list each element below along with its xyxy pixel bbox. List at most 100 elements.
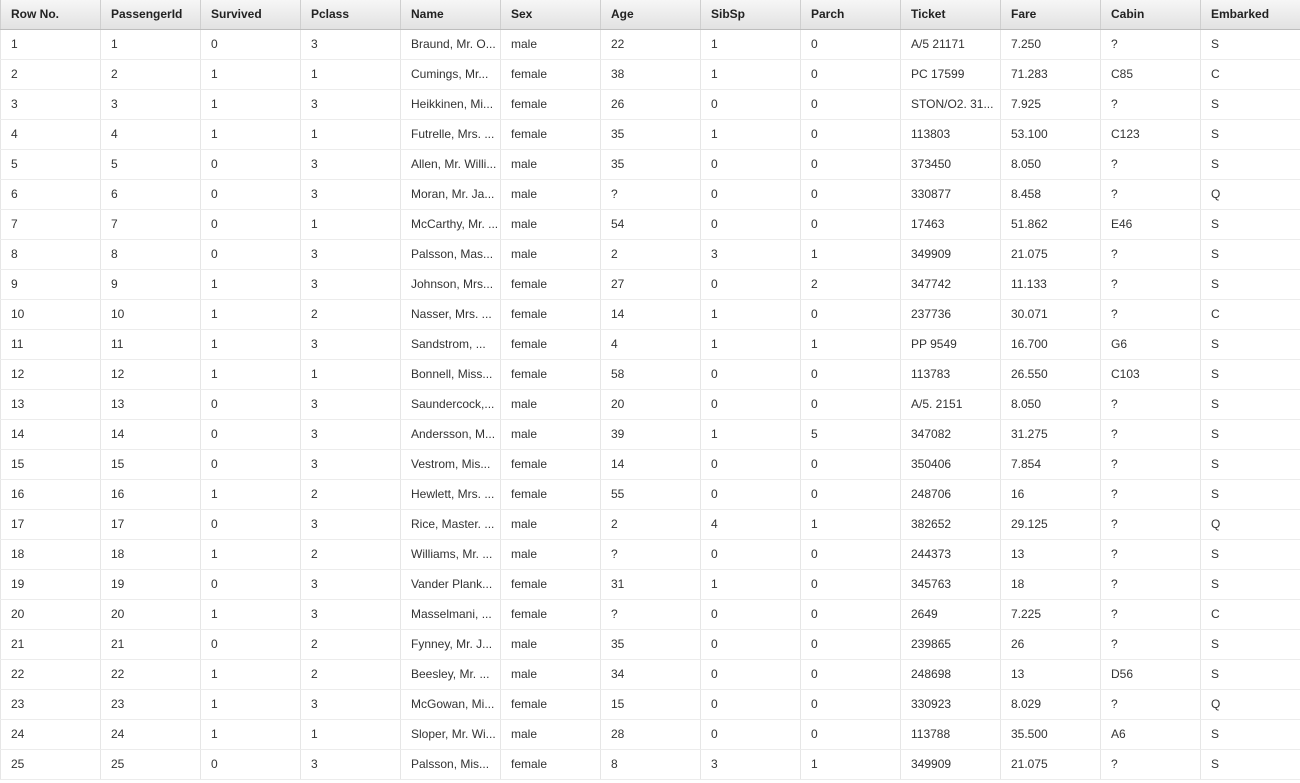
cell-passengerid: 14 <box>100 419 201 450</box>
column-header-passengerid[interactable]: PassengerId <box>100 0 201 30</box>
column-header-parch[interactable]: Parch <box>800 0 901 30</box>
cell-row-no: 6 <box>0 179 101 210</box>
cell-embarked: S <box>1200 419 1300 450</box>
cell-sibsp: 1 <box>700 29 801 60</box>
cell-passengerid: 2 <box>100 59 201 90</box>
column-header-embarked[interactable]: Embarked <box>1200 0 1300 30</box>
cell-survived: 1 <box>200 359 301 390</box>
cell-passengerid: 12 <box>100 359 201 390</box>
cell-row-no: 10 <box>0 299 101 330</box>
cell-sibsp: 1 <box>700 329 801 360</box>
cell-parch: 0 <box>800 629 901 660</box>
cell-pclass: 3 <box>300 419 401 450</box>
table-row[interactable]: 17 17 0 3 Rice, Master. ... male 2 4 1 382652 29.1… <box>0 509 1300 540</box>
table-row[interactable]: 14 14 0 3 Andersson, M... male 39 1 5 347082 31.27… <box>0 419 1300 450</box>
table-row[interactable]: 4 4 1 1 Futrelle, Mrs. ... female 35 1 0 113803 53… <box>0 119 1300 150</box>
table-row[interactable]: 8 8 0 3 Palsson, Mas... male 2 3 1 349909 21.075? S <box>0 239 1300 270</box>
cell-parch: 0 <box>800 719 901 750</box>
column-header-sibsp[interactable]: SibSp <box>700 0 801 30</box>
cell-cabin: G6 <box>1100 329 1201 360</box>
cell-sex: female <box>500 479 601 510</box>
cell-name: Hewlett, Mrs. ... <box>400 479 501 510</box>
table-row[interactable]: 5 5 0 3 Allen, Mr. Willi... male 35 0 0 373450 8.0… <box>0 149 1300 180</box>
table-row[interactable]: 12 12 1 1 Bonnell, Miss... female 58 0 0 113783 26… <box>0 359 1300 390</box>
cell-sex: female <box>500 89 601 120</box>
cell-sex: female <box>500 359 601 390</box>
column-header-row-no[interactable]: Row No. <box>0 0 101 30</box>
cell-age: 26 <box>600 89 701 120</box>
cell-fare: 8.050 <box>1000 389 1101 420</box>
table-row[interactable]: 22 22 1 2 Beesley, Mr. ... male 34 0 0 248698 13 D5… <box>0 659 1300 690</box>
table-row[interactable]: 24 24 1 1 Sloper, Mr. Wi... male 28 0 0 113788 35.… <box>0 719 1300 750</box>
cell-ticket: 350406 <box>900 449 1001 480</box>
cell-ticket: 248698 <box>900 659 1001 690</box>
table-row[interactable]: 20 20 1 3 Masselmani, ... female? 0 0 2649 7.225?… <box>0 599 1300 630</box>
cell-ticket: STON/O2. 31... <box>900 89 1001 120</box>
cell-embarked: S <box>1200 719 1300 750</box>
cell-sex: female <box>500 269 601 300</box>
cell-row-no: 5 <box>0 149 101 180</box>
cell-cabin: C103 <box>1100 359 1201 390</box>
cell-sex: female <box>500 749 601 780</box>
cell-parch: 1 <box>800 749 901 780</box>
cell-passengerid: 10 <box>100 299 201 330</box>
cell-cabin: ? <box>1100 239 1201 270</box>
cell-sex: male <box>500 659 601 690</box>
cell-row-no: 12 <box>0 359 101 390</box>
table-row[interactable]: 1 1 0 3 Braund, Mr. O... male 22 1 0 A/5 21171 7.2… <box>0 29 1300 60</box>
cell-age: 14 <box>600 299 701 330</box>
cell-fare: 13 <box>1000 659 1101 690</box>
table-row[interactable]: 7 7 0 1 McCarthy, Mr. ... male 54 0 0 17463 51.862… <box>0 209 1300 240</box>
cell-survived: 1 <box>200 89 301 120</box>
cell-parch: 1 <box>800 509 901 540</box>
cell-age: 54 <box>600 209 701 240</box>
table-row[interactable]: 11 11 1 3 Sandstrom, ... female 4 1 1 PP 9549 16.7… <box>0 329 1300 360</box>
cell-row-no: 8 <box>0 239 101 270</box>
table-row[interactable]: 9 9 1 3 Johnson, Mrs... female 27 0 2 347742 11.13… <box>0 269 1300 300</box>
cell-passengerid: 17 <box>100 509 201 540</box>
cell-age: 2 <box>600 509 701 540</box>
column-header-name[interactable]: Name <box>400 0 501 30</box>
column-header-fare[interactable]: Fare <box>1000 0 1101 30</box>
cell-ticket: 382652 <box>900 509 1001 540</box>
column-header-sex[interactable]: Sex <box>500 0 601 30</box>
cell-embarked: S <box>1200 119 1300 150</box>
table-row[interactable]: 19 19 0 3 Vander Plank... female 31 1 0 345763 18?… <box>0 569 1300 600</box>
cell-name: Bonnell, Miss... <box>400 359 501 390</box>
table-row[interactable]: 21 21 0 2 Fynney, Mr. J... male 35 0 0 239865 26? S <box>0 629 1300 660</box>
cell-ticket: 239865 <box>900 629 1001 660</box>
column-header-ticket[interactable]: Ticket <box>900 0 1001 30</box>
cell-embarked: S <box>1200 389 1300 420</box>
cell-ticket: 330923 <box>900 689 1001 720</box>
cell-survived: 0 <box>200 449 301 480</box>
table-row[interactable]: 23 23 1 3 McGowan, Mi... female 15 0 0 330923 8.02… <box>0 689 1300 720</box>
column-header-age[interactable]: Age <box>600 0 701 30</box>
cell-age: 31 <box>600 569 701 600</box>
cell-sibsp: 1 <box>700 59 801 90</box>
cell-sex: male <box>500 719 601 750</box>
table-row[interactable]: 25 25 0 3 Palsson, Mis... female 8 3 1 349909 21.0… <box>0 749 1300 780</box>
cell-fare: 26 <box>1000 629 1101 660</box>
table-row[interactable]: 2 2 1 1 Cumings, Mr... female 38 1 0 PC 17599 71.2… <box>0 59 1300 90</box>
table-row[interactable]: 10 10 1 2 Nasser, Mrs. ... female 14 1 0 237736 30… <box>0 299 1300 330</box>
cell-name: Rice, Master. ... <box>400 509 501 540</box>
table-row[interactable]: 16 16 1 2 Hewlett, Mrs. ... female 55 0 0 248706 1… <box>0 479 1300 510</box>
column-header-survived[interactable]: Survived <box>200 0 301 30</box>
column-header-cabin[interactable]: Cabin <box>1100 0 1201 30</box>
cell-sex: female <box>500 449 601 480</box>
cell-survived: 1 <box>200 689 301 720</box>
table-row[interactable]: 18 18 1 2 Williams, Mr. ... male? 0 0 244373 13? S <box>0 539 1300 570</box>
table-row[interactable]: 6 6 0 3 Moran, Mr. Ja... male? 0 0 330877 8.458? Q <box>0 179 1300 210</box>
cell-sibsp: 1 <box>700 419 801 450</box>
table-row[interactable]: 13 13 0 3 Saundercock,... male 20 0 0 A/5. 2151 8.… <box>0 389 1300 420</box>
cell-cabin: ? <box>1100 569 1201 600</box>
cell-sex: female <box>500 59 601 90</box>
cell-age: 22 <box>600 29 701 60</box>
cell-age: 55 <box>600 479 701 510</box>
table-row[interactable]: 3 3 1 3 Heikkinen, Mi... female 26 0 0 STON/O2. 3… <box>0 89 1300 120</box>
cell-pclass: 3 <box>300 569 401 600</box>
table-row[interactable]: 15 15 0 3 Vestrom, Mis... female 14 0 0 350406 7.8… <box>0 449 1300 480</box>
column-header-pclass[interactable]: Pclass <box>300 0 401 30</box>
